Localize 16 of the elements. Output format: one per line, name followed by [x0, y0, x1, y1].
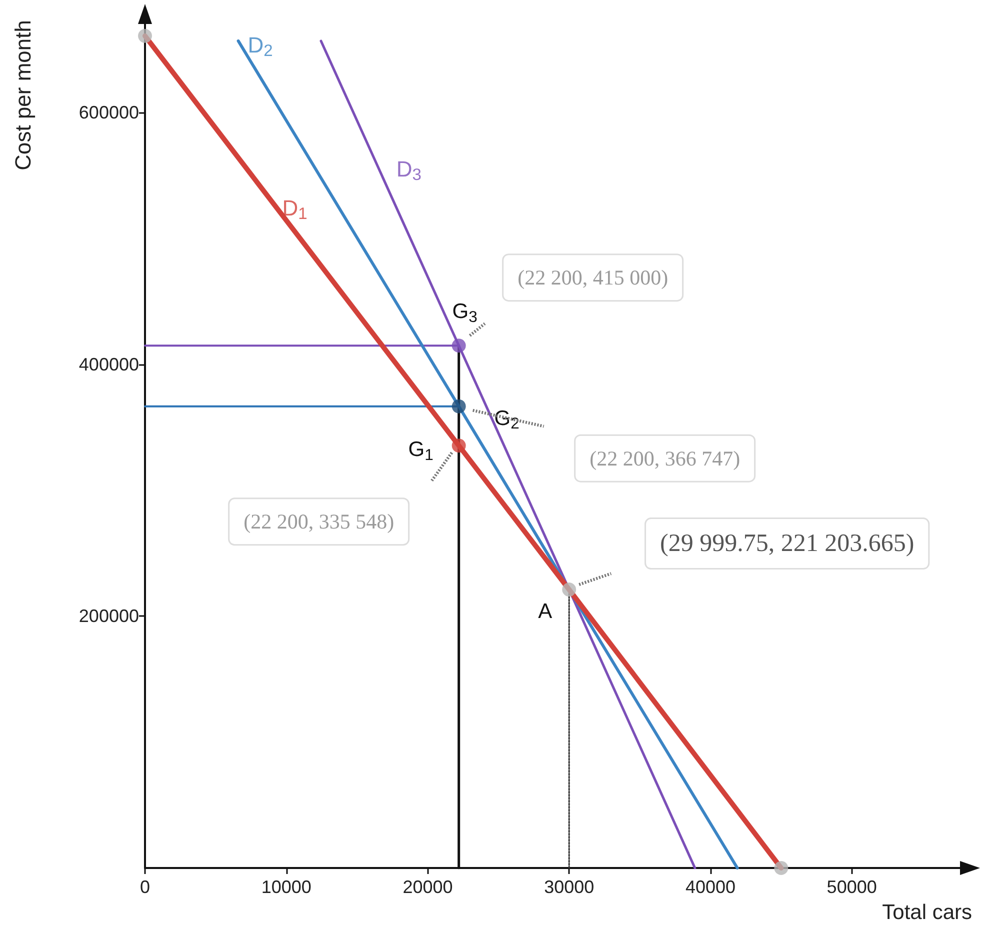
annotation: (22 200, 335 548)	[244, 510, 394, 534]
annotation: (22 200, 415 000)	[518, 266, 668, 290]
y-tick-label: 400000	[78, 354, 139, 374]
x-tick-label: 50000	[826, 877, 877, 897]
x-tick-label: 10000	[261, 877, 312, 897]
x-tick-label: 0	[140, 877, 150, 897]
x-tick-label: 30000	[544, 877, 594, 897]
y-axis-title: Cost per month	[10, 20, 36, 170]
y-tick-label: 200000	[78, 606, 139, 626]
x-axis-title: Total cars	[882, 901, 972, 924]
annotation: (29 999.75, 221 203.665)	[660, 530, 914, 558]
annotation: A	[538, 600, 552, 624]
x-tick-label: 20000	[402, 877, 453, 897]
y-tick-label: 600000	[78, 102, 139, 123]
annotation: (22 200, 366 747)	[590, 446, 740, 470]
x-tick-label: 40000	[685, 877, 736, 897]
